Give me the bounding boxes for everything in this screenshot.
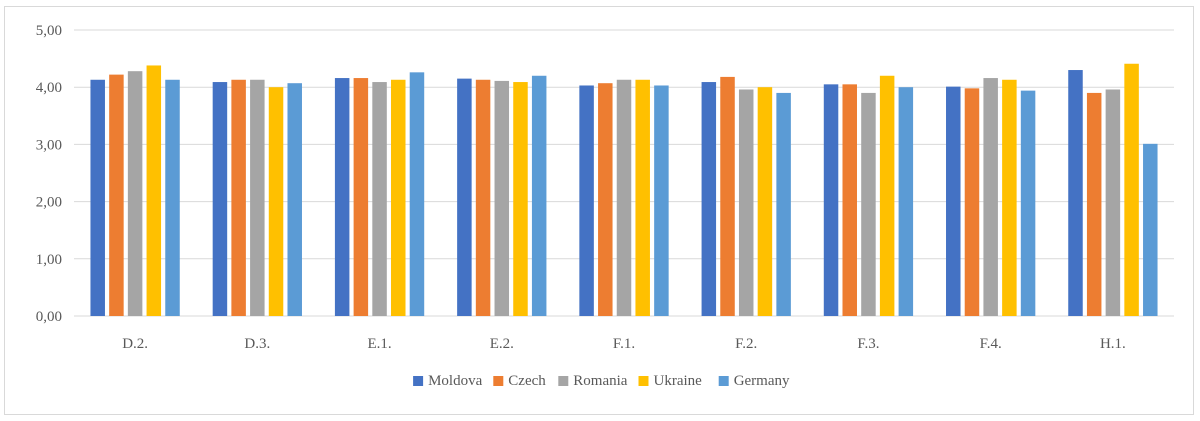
bar-germany-e1 (409, 72, 425, 316)
x-tick-label: F.4. (980, 336, 1002, 352)
bar-ukraine-h1 (1124, 63, 1139, 316)
bar-czech-f3 (842, 84, 857, 316)
bar-ukraine-d3 (268, 87, 284, 316)
legend-label: Moldova (428, 373, 483, 389)
x-tick-label: E.1. (367, 336, 391, 352)
x-tick-label: E.2. (490, 336, 514, 352)
legend-item-czech: Czech (493, 373, 546, 389)
bar-moldova-e2 (457, 78, 472, 317)
legend-item-moldova: Moldova (413, 373, 483, 389)
bar-ukraine-e2 (513, 82, 528, 316)
y-axis-ticks: 0,00 1,00 2,00 3,00 4,00 5,00 (36, 23, 62, 325)
bar-moldova-f3 (823, 84, 839, 316)
legend-label: Romania (573, 373, 627, 389)
bar-moldova-d3 (212, 82, 228, 316)
bar-czech-e2 (475, 79, 491, 316)
bar-moldova-e1 (334, 78, 350, 316)
bar-moldova-f4 (946, 86, 961, 316)
bar-moldova-d2 (90, 79, 105, 316)
bar-germany-d3 (287, 83, 302, 316)
bar-romania-e2 (494, 80, 510, 316)
legend-item-romania: Romania (558, 373, 628, 389)
bar-romania-f2 (738, 89, 754, 317)
bar-ukraine-f2 (757, 87, 773, 316)
bar-czech-d2 (109, 74, 124, 317)
y-tick-label: 0,00 (36, 309, 62, 325)
bar-germany-h1 (1143, 143, 1158, 316)
bar-moldova-h1 (1068, 70, 1083, 316)
bar-ukraine-f4 (1002, 79, 1017, 316)
bar-romania-h1 (1105, 89, 1121, 317)
bar-czech-f4 (964, 88, 980, 316)
legend-swatch (638, 376, 649, 386)
bar-romania-f3 (861, 92, 876, 316)
legend-label: Czech (508, 373, 546, 389)
x-tick-label: D.3. (244, 336, 270, 352)
bar-romania-d2 (127, 71, 143, 317)
bar-ukraine-e1 (391, 79, 406, 316)
bar-ukraine-d2 (146, 65, 162, 317)
bar-moldova-f2 (701, 82, 717, 316)
bar-romania-f1 (616, 79, 632, 316)
bar-germany-f4 (1020, 90, 1036, 316)
bar-germany-f2 (776, 92, 791, 316)
bar-ukraine-f3 (879, 75, 895, 316)
bar-czech-f2 (720, 76, 735, 317)
bar-czech-h1 (1086, 92, 1102, 316)
legend-swatch (718, 376, 729, 386)
y-tick-label: 5,00 (36, 23, 62, 39)
bar-romania-e1 (372, 82, 387, 316)
bar-romania-f4 (983, 78, 998, 316)
bar-germany-f3 (898, 87, 914, 316)
x-tick-label: F.1. (613, 336, 635, 352)
y-tick-label: 3,00 (36, 137, 62, 153)
bar-germany-f1 (654, 85, 669, 316)
y-tick-label: 2,00 (36, 195, 62, 211)
x-tick-label: F.2. (735, 336, 757, 352)
legend: Moldova Czech Romania Ukraine Germany (413, 373, 790, 389)
x-axis-ticks: D.2. D.3. E.1. E.2. F.1. F.2. F.3. F.4. H.1. (122, 336, 1126, 352)
y-tick-label: 1,00 (36, 252, 62, 268)
y-tick-label: 4,00 (36, 80, 62, 96)
bar-moldova-f1 (579, 85, 594, 316)
bar-czech-f1 (598, 83, 613, 316)
bar-czech-d3 (231, 79, 246, 316)
legend-label: Ukraine (654, 373, 703, 389)
legend-item-germany: Germany (718, 373, 790, 389)
bar-germany-d2 (165, 79, 180, 316)
legend-label: Germany (734, 373, 790, 389)
bars (90, 63, 1158, 317)
bar-czech-e1 (353, 78, 369, 316)
bar-germany-e2 (531, 75, 547, 316)
legend-swatch (413, 376, 424, 386)
legend-swatch (493, 376, 504, 386)
x-tick-label: H.1. (1100, 336, 1126, 352)
bar-romania-d3 (250, 79, 265, 316)
x-tick-label: F.3. (857, 336, 879, 352)
bar-ukraine-f1 (635, 79, 650, 316)
x-tick-label: D.2. (122, 336, 148, 352)
legend-item-ukraine: Ukraine (638, 373, 703, 389)
legend-swatch (558, 376, 569, 386)
